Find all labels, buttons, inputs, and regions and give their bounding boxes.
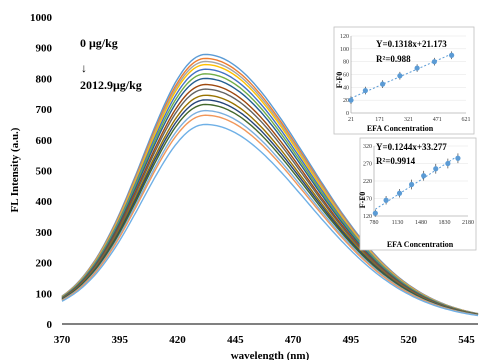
inset-y-tick: 100	[340, 47, 349, 53]
y-tick-label: 900	[36, 43, 53, 55]
inset-y-tick: 320	[363, 144, 372, 150]
inset-data-point	[372, 210, 378, 216]
y-tick-label: 600	[36, 135, 53, 147]
inset-data-point	[348, 97, 354, 103]
inset-x-tick: 621	[462, 117, 471, 123]
inset-x-tick: 171	[375, 117, 384, 123]
x-axis-label: wavelength (nm)	[231, 350, 310, 360]
y-tick-labels: 0 100 200 300 400 500 600 700 800 900 1000	[30, 12, 53, 331]
inset-x-tick: 1480	[415, 220, 427, 226]
x-tick-labels: 370 395 420 445 470 495 520 545	[54, 334, 475, 346]
inset-x-tick: 471	[433, 117, 442, 123]
x-tick-label: 395	[112, 334, 129, 346]
inset-y-tick: 20	[343, 98, 349, 104]
y-tick-label: 700	[36, 104, 53, 116]
y-axis-label: FL Intensity (a.u.)	[9, 127, 21, 212]
inset-2-ylabel: F-F0	[358, 192, 367, 208]
inset-chart-2: 120 170 220 270 320 780 1130 1480 1830 2180 Y=0.1…	[358, 137, 477, 251]
inset-data-point	[449, 52, 455, 58]
y-tick-label: 0	[47, 319, 53, 331]
y-tick-label: 200	[36, 258, 53, 270]
inset-data-point	[445, 160, 451, 167]
inset-y-tick: 40	[343, 85, 349, 91]
spectrum-line	[61, 103, 479, 316]
inset-data-point	[383, 197, 389, 203]
inset-1-equation: Y=0.1318x+21.173	[376, 39, 447, 49]
inset-y-tick: 0	[346, 111, 349, 117]
inset-data-point	[362, 87, 368, 94]
x-tick-label: 445	[227, 334, 244, 346]
spectrum-line	[61, 123, 479, 317]
x-tick-label: 545	[458, 334, 475, 346]
inset-data-point	[433, 166, 439, 172]
inset-data-point	[409, 181, 415, 188]
inset-1-ylabel: F-F0	[335, 72, 344, 88]
inset-1-frame	[333, 26, 475, 135]
inset-2-r2: R²=0.9914	[376, 156, 416, 166]
inset-x-tick: 21	[348, 117, 354, 123]
inset-2-xlabel: EFA Concentration	[387, 240, 454, 249]
inset-1-plot: 0 20 40 60 80 100 120 21 171 321 471 621	[340, 34, 471, 123]
inset-y-tick: 220	[363, 179, 372, 185]
annotation-top: 0 μg/kg	[80, 36, 118, 50]
y-tick-label: 800	[36, 73, 53, 85]
y-tick-label: 100	[36, 288, 53, 300]
inset-2-plot: 120 170 220 270 320 780 1130 1480 1830 2180	[363, 144, 474, 226]
inset-1-xlabel: EFA Concentration	[367, 124, 434, 133]
inset-data-point	[455, 155, 461, 161]
inset-y-tick: 120	[363, 214, 372, 220]
x-tick-label: 520	[400, 334, 417, 346]
inset-1-r2: R²=0.988	[376, 54, 411, 64]
spectra-series	[61, 53, 479, 317]
inset-x-tick: 2180	[462, 220, 474, 226]
y-tick-label: 1000	[30, 12, 53, 24]
x-tick-label: 470	[285, 334, 302, 346]
inset-2-frame	[359, 137, 477, 251]
inset-data-point	[431, 59, 437, 65]
inset-data-point	[380, 81, 386, 87]
inset-x-tick: 780	[370, 220, 379, 226]
inset-chart-1: 0 20 40 60 80 100 120 21 171 321 471 621 Y=0.1318x+…	[333, 26, 475, 135]
inset-trendline	[375, 155, 459, 210]
annotation-bottom: 2012.9μg/kg	[80, 78, 142, 92]
inset-x-tick: 1830	[439, 220, 451, 226]
inset-data-point	[396, 190, 403, 196]
inset-data-point	[421, 173, 427, 179]
inset-y-tick: 120	[340, 34, 349, 40]
inset-x-tick: 1130	[392, 220, 404, 226]
inset-data-point	[414, 65, 420, 71]
inset-data-point	[397, 73, 403, 79]
x-tick-label: 370	[54, 334, 71, 346]
inset-y-tick: 270	[363, 162, 372, 168]
inset-y-tick: 60	[343, 73, 349, 79]
annotation-arrow: ↓	[81, 61, 87, 75]
inset-x-tick: 321	[404, 117, 413, 123]
y-tick-label: 300	[36, 227, 53, 239]
y-tick-label: 400	[36, 196, 53, 208]
spectrum-line	[61, 114, 479, 316]
inset-2-equation: Y=0.1244x+33.277	[376, 142, 447, 152]
x-tick-label: 420	[169, 334, 186, 346]
x-tick-label: 495	[343, 334, 360, 346]
inset-y-tick: 80	[343, 60, 349, 66]
inset-y-tick: 170	[363, 197, 372, 203]
y-tick-label: 500	[36, 166, 53, 178]
